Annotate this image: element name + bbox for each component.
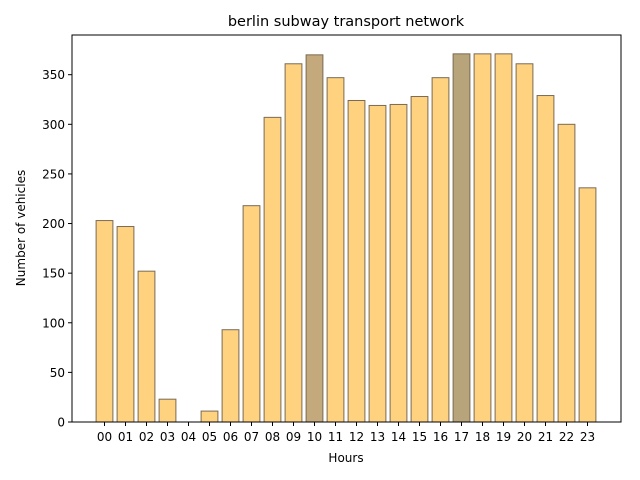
- x-tick-label-14: 14: [391, 430, 406, 444]
- x-tick-label-03: 03: [160, 430, 175, 444]
- y-tick-label-100: 100: [42, 316, 65, 330]
- bar-02: [137, 270, 156, 423]
- y-tick-label-150: 150: [42, 267, 65, 281]
- y-tick-label-250: 250: [42, 167, 65, 181]
- bar-05: [200, 410, 219, 423]
- y-tick-label-0: 0: [57, 416, 65, 430]
- x-tick-label-05: 05: [202, 430, 217, 444]
- y-axis-label: Number of vehicles: [14, 170, 28, 286]
- x-tick-label-10: 10: [307, 430, 322, 444]
- bar-22: [557, 123, 576, 423]
- y-tick-label-200: 200: [42, 217, 65, 231]
- bar-21: [536, 95, 555, 423]
- y-tick-label-300: 300: [42, 118, 65, 132]
- bar-08: [263, 116, 282, 423]
- bar-13: [368, 104, 387, 423]
- y-tick-label-50: 50: [50, 366, 65, 380]
- x-tick-label-06: 06: [223, 430, 238, 444]
- x-tick-label-00: 00: [97, 430, 112, 444]
- x-tick-label-19: 19: [496, 430, 511, 444]
- x-tick-label-13: 13: [370, 430, 385, 444]
- x-tick-label-21: 21: [538, 430, 553, 444]
- bar-23: [578, 187, 597, 423]
- bar-11: [326, 77, 345, 423]
- x-ticks-group: 00 01 02 03 04 05 06 07 08 09 10 11 12 13 14 15 16 17 18 19…: [97, 422, 595, 444]
- x-tick-label-12: 12: [349, 430, 364, 444]
- bar-00: [95, 220, 114, 423]
- bars-group: [95, 53, 597, 423]
- bar-17: [452, 53, 471, 423]
- bar-09: [284, 63, 303, 423]
- x-tick-label-18: 18: [475, 430, 490, 444]
- chart-title: berlin subway transport network: [228, 14, 465, 30]
- bar-20: [515, 63, 534, 423]
- bar-15: [410, 96, 429, 423]
- x-tick-label-11: 11: [328, 430, 343, 444]
- x-tick-label-02: 02: [139, 430, 154, 444]
- bar-03: [158, 398, 177, 423]
- y-ticks-group: 0 50 100 150 200 250 300 350: [42, 68, 72, 430]
- x-tick-label-20: 20: [517, 430, 532, 444]
- x-tick-label-04: 04: [181, 430, 196, 444]
- x-tick-label-07: 07: [244, 430, 259, 444]
- bar-01: [116, 226, 135, 423]
- x-tick-label-16: 16: [433, 430, 448, 444]
- x-tick-label-17: 17: [454, 430, 469, 444]
- x-tick-label-22: 22: [559, 430, 574, 444]
- y-tick-label-350: 350: [42, 68, 65, 82]
- plot-frame: [71, 34, 622, 423]
- x-tick-label-15: 15: [412, 430, 427, 444]
- bar-10: [305, 54, 324, 423]
- bar-06: [221, 329, 240, 423]
- bar-07: [242, 205, 261, 423]
- x-tick-label-09: 09: [286, 430, 301, 444]
- x-axis-label: Hours: [328, 451, 363, 465]
- bar-18: [473, 53, 492, 423]
- bar-19: [494, 53, 513, 423]
- bar-16: [431, 77, 450, 423]
- x-tick-label-23: 23: [580, 430, 595, 444]
- x-tick-label-08: 08: [265, 430, 280, 444]
- x-tick-label-01: 01: [118, 430, 133, 444]
- bar-14: [389, 103, 408, 423]
- bar-12: [347, 99, 366, 423]
